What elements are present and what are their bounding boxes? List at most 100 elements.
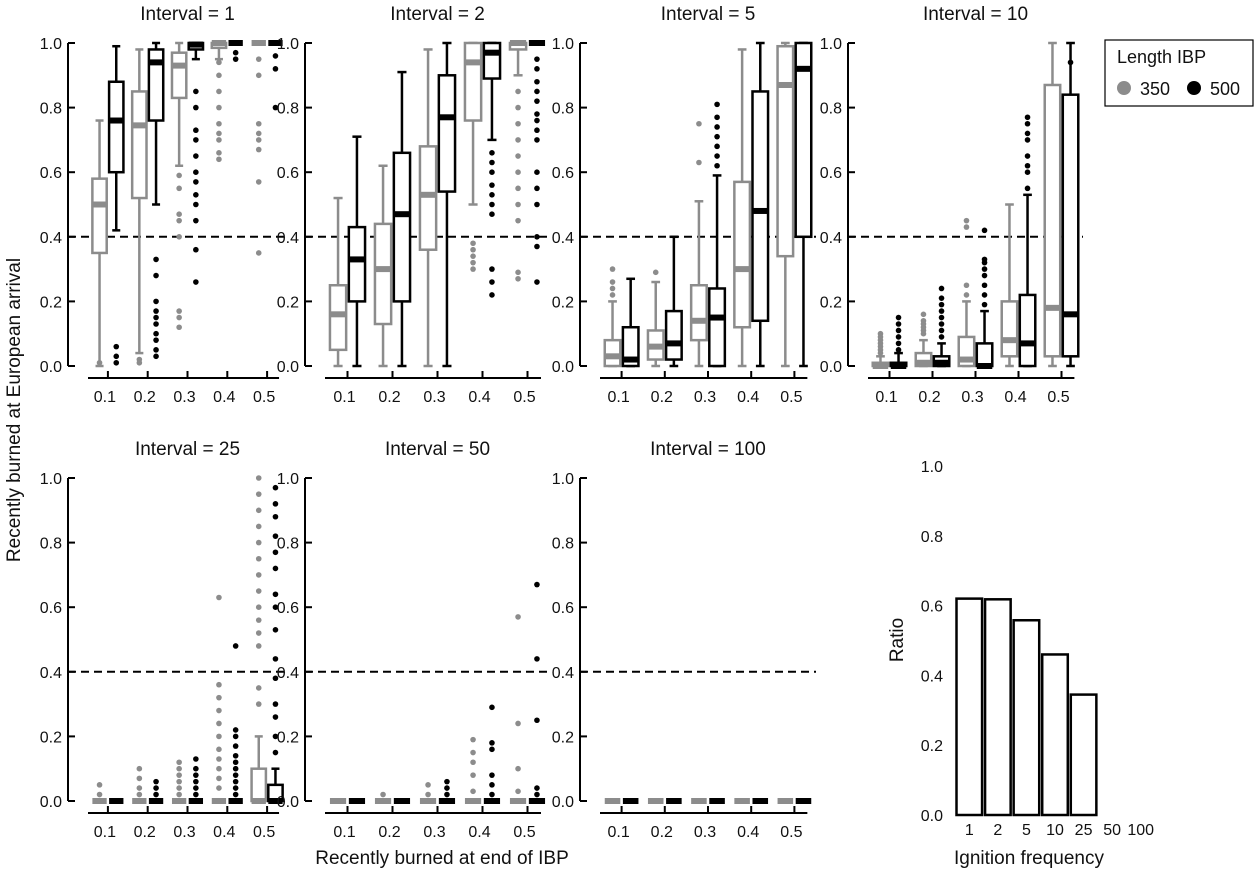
box-median (92, 798, 107, 804)
outlier-point (255, 617, 262, 623)
box-500-0.1 (621, 277, 640, 368)
outlier-point (938, 314, 945, 321)
x-tick-label: 0.3 (961, 389, 983, 406)
outlier-point (153, 785, 159, 791)
outlier-point (534, 279, 540, 285)
box-350-0.4 (733, 48, 752, 368)
panel-title: Interval = 50 (385, 439, 490, 460)
y-tick-label: 0.4 (552, 665, 574, 682)
bar-10 (1040, 653, 1070, 817)
outlier-point (216, 59, 222, 66)
box-500-0.3 (187, 41, 205, 285)
box-350-0.5 (1043, 41, 1062, 368)
outlier-point (515, 120, 521, 127)
outlier-point (714, 124, 720, 130)
outlier-point (470, 259, 476, 266)
outlier-point (153, 298, 159, 305)
box-500-0.5 (794, 41, 813, 368)
box-500-0.4 (228, 40, 243, 62)
outlier-point (255, 72, 262, 79)
bar-y-tick-label: 0.8 (921, 529, 943, 546)
outlier-point (489, 182, 495, 188)
box-median (709, 798, 725, 804)
box-median (604, 798, 621, 804)
y-tick-label: 0.4 (277, 665, 299, 682)
legend-swatch-350 (1117, 81, 1131, 95)
box-500-0.1 (107, 44, 125, 366)
y-tick-label: 0.4 (40, 230, 62, 247)
outlier-point (938, 295, 945, 301)
outlier-point (534, 785, 540, 791)
bar-x-tick-label: 100 (1127, 822, 1154, 839)
y-tick-label: 0.4 (40, 665, 62, 682)
bar-y-tick-label: 0.4 (921, 668, 943, 685)
box-500-0.2 (147, 41, 165, 360)
outlier-point (176, 785, 182, 791)
box-median (228, 40, 243, 46)
box-median (251, 40, 266, 46)
outlier-point (176, 234, 182, 240)
outlier-point (938, 308, 945, 314)
outlier-point (232, 743, 239, 749)
outlier-point (216, 88, 222, 95)
y-tick-label: 0.2 (40, 294, 62, 311)
outlier-point (272, 513, 279, 520)
box-iqr (418, 145, 438, 251)
outlier-point (489, 782, 495, 788)
outlier-point (489, 746, 495, 753)
outlier-point (193, 765, 199, 772)
outlier-point (425, 791, 431, 798)
y-tick-label: 1.0 (552, 471, 574, 488)
box-median (734, 266, 750, 273)
outlier-point (255, 475, 262, 481)
box-median (132, 798, 147, 804)
bar-x-tick-label: 10 (1046, 822, 1064, 839)
box-median (483, 49, 501, 56)
outlier-point (534, 98, 540, 104)
outlier-point (153, 353, 159, 360)
outlier-point (489, 704, 495, 711)
outlier-point (136, 765, 143, 772)
box-350-0.4 (211, 594, 227, 804)
x-tick-label: 0.2 (651, 824, 673, 841)
outlier-point (255, 539, 262, 546)
bar-x-tick-label: 50 (1103, 822, 1121, 839)
outlier-point (515, 269, 521, 276)
x-tick-label: 0.5 (513, 824, 535, 841)
box-median (211, 40, 227, 46)
outlier-point (489, 740, 495, 746)
box-500-0.4 (751, 41, 770, 368)
box-350-0.4 (210, 40, 228, 163)
box-median (438, 798, 456, 804)
bar-x-tick-label: 2 (993, 822, 1002, 839)
outlier-point (981, 272, 988, 279)
box-350-0.4 (734, 798, 750, 804)
box-median (348, 256, 366, 263)
box-iqr (392, 151, 412, 303)
x-tick-label: 0.5 (513, 389, 535, 406)
y-tick-label: 0.8 (40, 536, 62, 553)
box-500-0.3 (709, 798, 725, 804)
shared-y-axis-label: Recently burned at European arrival (4, 258, 25, 562)
x-tick-label: 0.4 (468, 824, 490, 841)
outlier-point (489, 169, 495, 175)
outlier-point (216, 785, 222, 791)
x-tick-label: 0.1 (94, 824, 116, 841)
box-median (148, 798, 164, 804)
box-iqr (776, 44, 795, 258)
box-median (795, 798, 812, 804)
x-tick-label: 0.4 (737, 389, 759, 406)
bar-x-tick-label: 5 (1022, 822, 1031, 839)
outlier-point (255, 588, 262, 594)
box-500-0.2 (393, 798, 411, 804)
box-500-0.4 (1018, 114, 1037, 368)
outlier-point (153, 791, 159, 798)
x-tick-label: 0.1 (875, 389, 897, 406)
outlier-point (216, 746, 222, 753)
box-350-0.1 (328, 196, 348, 368)
bar-x-tick-label: 25 (1075, 822, 1093, 839)
box-median (374, 266, 392, 273)
outlier-point (193, 137, 199, 143)
outlier-point (1024, 137, 1031, 143)
box-iqr (1043, 83, 1062, 358)
